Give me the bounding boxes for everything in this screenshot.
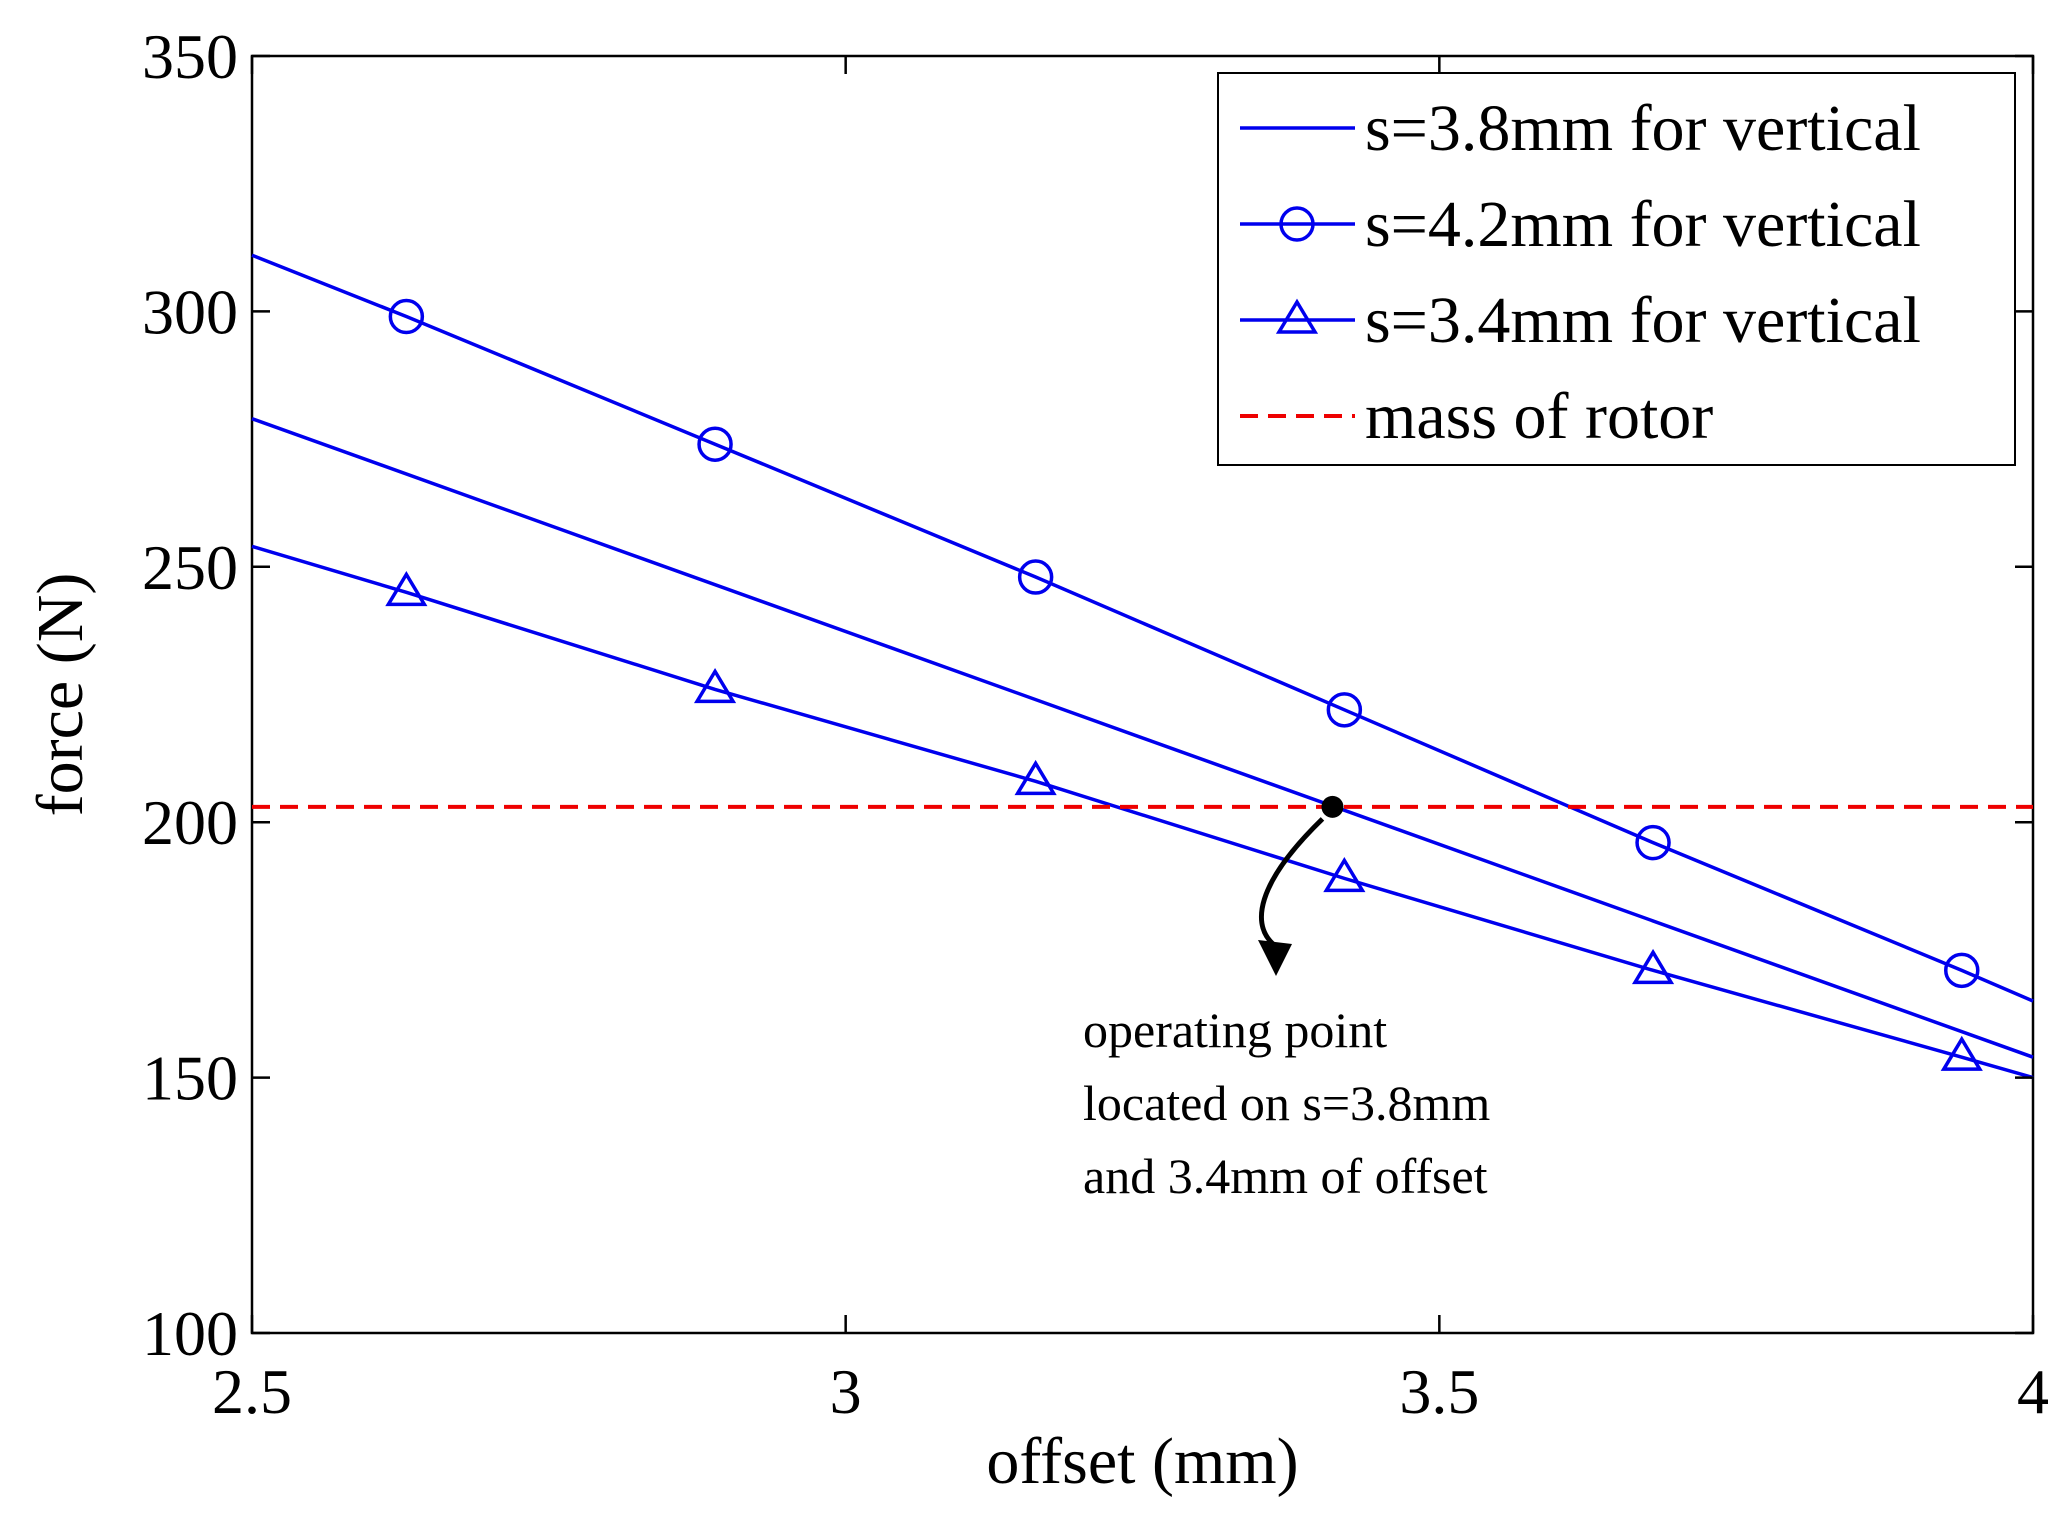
circle-marker [1017,559,1054,595]
x-axis-title: offset (mm) [986,1425,1298,1498]
tick-layer: 2.5 3 3.5 4 100 150 200 250 300 350 [142,21,2049,1427]
annotation-text-line: located on s=3.8mm [1083,1075,1490,1131]
circle-marker [1635,824,1671,861]
legend-label: s=4.2mm for vertical [1365,188,1921,261]
y-tick-label: 250 [142,532,238,603]
y-tick-label: 200 [142,787,238,858]
x-tick-label: 4 [2017,1356,2049,1427]
legend-box [1217,72,2016,466]
series-line-1 [251,253,2034,1003]
y-axis-title: force (N) [24,573,97,817]
y-tick-label: 300 [142,276,238,347]
legend-label: mass of rotor [1365,380,1713,453]
circle-marker [388,298,425,335]
legend: s=3.8mm for vertical s=4.2mm for vertical… [1217,72,2016,466]
x-tick-label: 3.5 [1399,1356,1479,1427]
triangle-marker [1631,948,1675,985]
circle-marker [1279,206,1315,242]
circle-marker [1944,952,1980,989]
annotation-text-line: and 3.4mm of offset [1083,1148,1488,1204]
operating-point-dot [1321,795,1344,818]
x-tick-label: 2.5 [212,1356,292,1427]
x-tick-label: 3 [830,1356,862,1427]
series-line-2 [251,544,2034,1080]
y-tick-label: 150 [142,1043,238,1114]
triangle-marker [1014,759,1057,796]
triangle-marker [1323,856,1366,893]
triangle-marker [693,667,737,704]
y-tick-label: 100 [142,1298,238,1369]
annotation-arrow-shaft [1258,817,1325,951]
annotation-arrowhead [1258,940,1292,976]
series-layer [251,253,2034,1080]
marker-layer [385,298,1983,1071]
annotation-layer: operating point located on s=3.8mm and 3.4… [1083,795,1490,1204]
circle-marker [697,426,733,462]
circle-marker [1326,692,1363,728]
legend-label: s=3.8mm for vertical [1365,92,1921,165]
triangle-marker [1275,298,1319,334]
triangle-marker [385,570,428,607]
triangle-marker [1940,1035,1983,1071]
y-tick-label: 350 [142,21,238,92]
series-line-0 [251,417,2034,1059]
annotation-text-line: operating point [1083,1002,1387,1058]
legend-label: s=3.4mm for vertical [1365,284,1921,357]
